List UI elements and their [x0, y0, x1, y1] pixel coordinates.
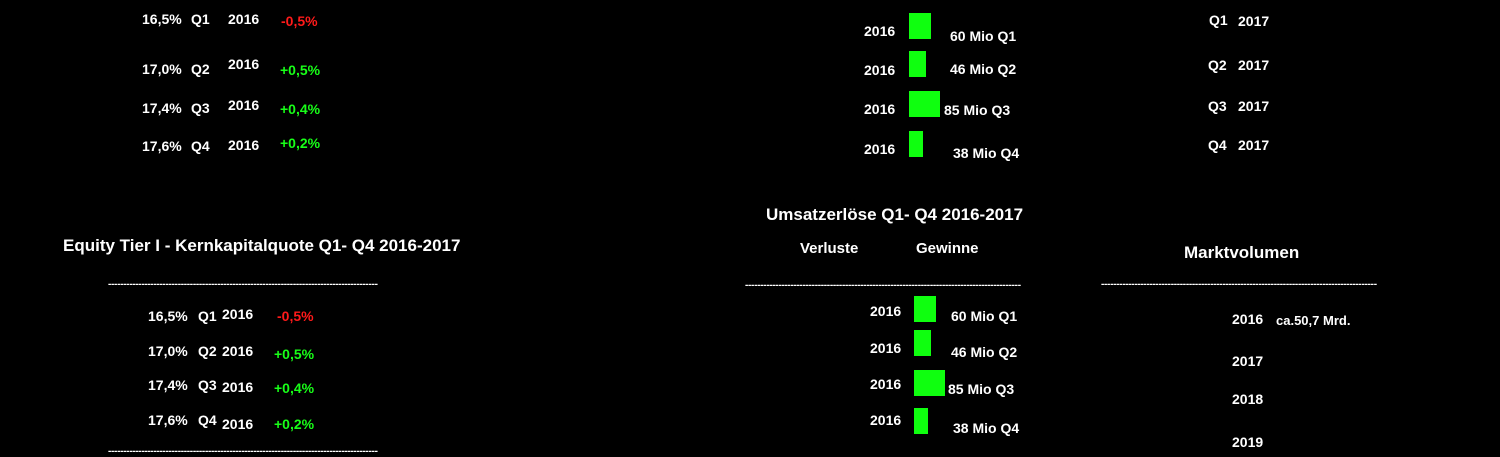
top-right-quarter-2: Q2	[1208, 57, 1227, 73]
umsatz-title: Umsatzerlöse Q1- Q4 2016-2017	[766, 205, 1024, 224]
top-chart-label-q1: 60 Mio Q1	[950, 28, 1017, 44]
equity-quarter-3: Q3	[198, 377, 217, 393]
equity-top-change-1: -0,5%	[281, 13, 318, 29]
equity-year-4: 2016	[222, 416, 254, 432]
equity-quarter-1: Q1	[198, 308, 217, 324]
top-chart-label-q2: 46 Mio Q2	[950, 61, 1017, 77]
umsatz-bar-q2	[914, 330, 931, 356]
marktvolumen-title: Marktvolumen	[1184, 243, 1300, 262]
top-right-year-4: 2017	[1238, 137, 1270, 153]
equity-pct-4: 17,6%	[148, 412, 188, 428]
equity-top-change-3: +0,4%	[280, 101, 321, 117]
top-right-year-2: 2017	[1238, 57, 1270, 73]
equity-top-quarter-2: Q2	[191, 61, 210, 77]
equity-top-pct-4: 17,6%	[142, 138, 182, 154]
umsatz-bar-q4	[914, 408, 928, 434]
top-chart-label-q3: 85 Mio Q3	[944, 102, 1011, 118]
top-right-quarter-1: Q1	[1209, 12, 1228, 28]
umsatz-label-q1: 60 Mio Q1	[951, 308, 1018, 324]
top-chart-bar-q3	[909, 91, 940, 117]
equity-change-4: +0,2%	[274, 416, 315, 432]
equity-top-change-2: +0,5%	[280, 62, 321, 78]
top-chart-year-4: 2016	[864, 141, 896, 157]
top-chart-bar-q1	[909, 13, 931, 39]
equity-top-quarter-4: Q4	[191, 138, 210, 154]
top-right-year-3: 2017	[1238, 98, 1270, 114]
umsatz-divider: ----------------------------------------…	[745, 281, 1021, 291]
equity-year-1: 2016	[222, 306, 254, 322]
equity-pct-2: 17,0%	[148, 343, 188, 359]
equity-top-year-2: 2016	[228, 56, 260, 72]
equity-change-3: +0,4%	[274, 380, 315, 396]
top-right-year-1: 2017	[1238, 13, 1270, 29]
equity-title: Equity Tier I - Kernkapitalquote Q1- Q4 …	[63, 236, 461, 255]
top-right-quarter-4: Q4	[1208, 137, 1227, 153]
top-chart-label-q4: 38 Mio Q4	[953, 145, 1020, 161]
equity-top-year-1: 2016	[228, 11, 260, 27]
top-chart-year-3: 2016	[864, 101, 896, 117]
equity-year-3: 2016	[222, 379, 254, 395]
equity-top-pct-3: 17,4%	[142, 100, 182, 116]
equity-pct-1: 16,5%	[148, 308, 188, 324]
equity-top-pct-1: 16,5%	[142, 11, 182, 27]
equity-change-2: +0,5%	[274, 346, 315, 362]
equity-top-change-4: +0,2%	[280, 135, 321, 151]
marktvolumen-year-4: 2019	[1232, 434, 1264, 450]
equity-year-2: 2016	[222, 343, 254, 359]
umsatz-bar-q1	[914, 296, 936, 322]
marktvolumen-divider: ----------------------------------------…	[1101, 280, 1377, 290]
marktvolumen-year-2: 2017	[1232, 353, 1264, 369]
equity-quarter-2: Q2	[198, 343, 217, 359]
umsatz-year-1: 2016	[870, 303, 902, 319]
umsatz-label-q2: 46 Mio Q2	[951, 344, 1018, 360]
equity-top-year-4: 2016	[228, 137, 260, 153]
equity-change-1: -0,5%	[277, 308, 314, 324]
equity-divider-bottom: ----------------------------------------…	[108, 447, 378, 457]
umsatz-year-2: 2016	[870, 340, 902, 356]
umsatz-bar-q3	[914, 370, 945, 396]
umsatz-header-gewinne: Gewinne	[916, 240, 979, 257]
equity-quarter-4: Q4	[198, 412, 217, 428]
equity-top-quarter-3: Q3	[191, 100, 210, 116]
umsatz-year-3: 2016	[870, 376, 902, 392]
umsatz-header-verluste: Verluste	[800, 240, 859, 257]
marktvolumen-year-1: 2016	[1232, 311, 1264, 327]
equity-top-year-3: 2016	[228, 97, 260, 113]
top-chart-bar-q2	[909, 51, 926, 77]
top-chart-year-1: 2016	[864, 23, 896, 39]
marktvolumen-year-3: 2018	[1232, 391, 1264, 407]
top-right-quarter-3: Q3	[1208, 98, 1227, 114]
equity-divider-top: ----------------------------------------…	[108, 280, 378, 290]
equity-top-pct-2: 17,0%	[142, 61, 182, 77]
umsatz-year-4: 2016	[870, 412, 902, 428]
top-chart-year-2: 2016	[864, 62, 896, 78]
umsatz-label-q3: 85 Mio Q3	[948, 381, 1015, 397]
equity-pct-3: 17,4%	[148, 377, 188, 393]
top-chart-bar-q4	[909, 131, 923, 157]
marktvolumen-value-1: ca.50,7 Mrd.	[1276, 313, 1351, 328]
umsatz-label-q4: 38 Mio Q4	[953, 420, 1020, 436]
equity-top-quarter-1: Q1	[191, 11, 210, 27]
